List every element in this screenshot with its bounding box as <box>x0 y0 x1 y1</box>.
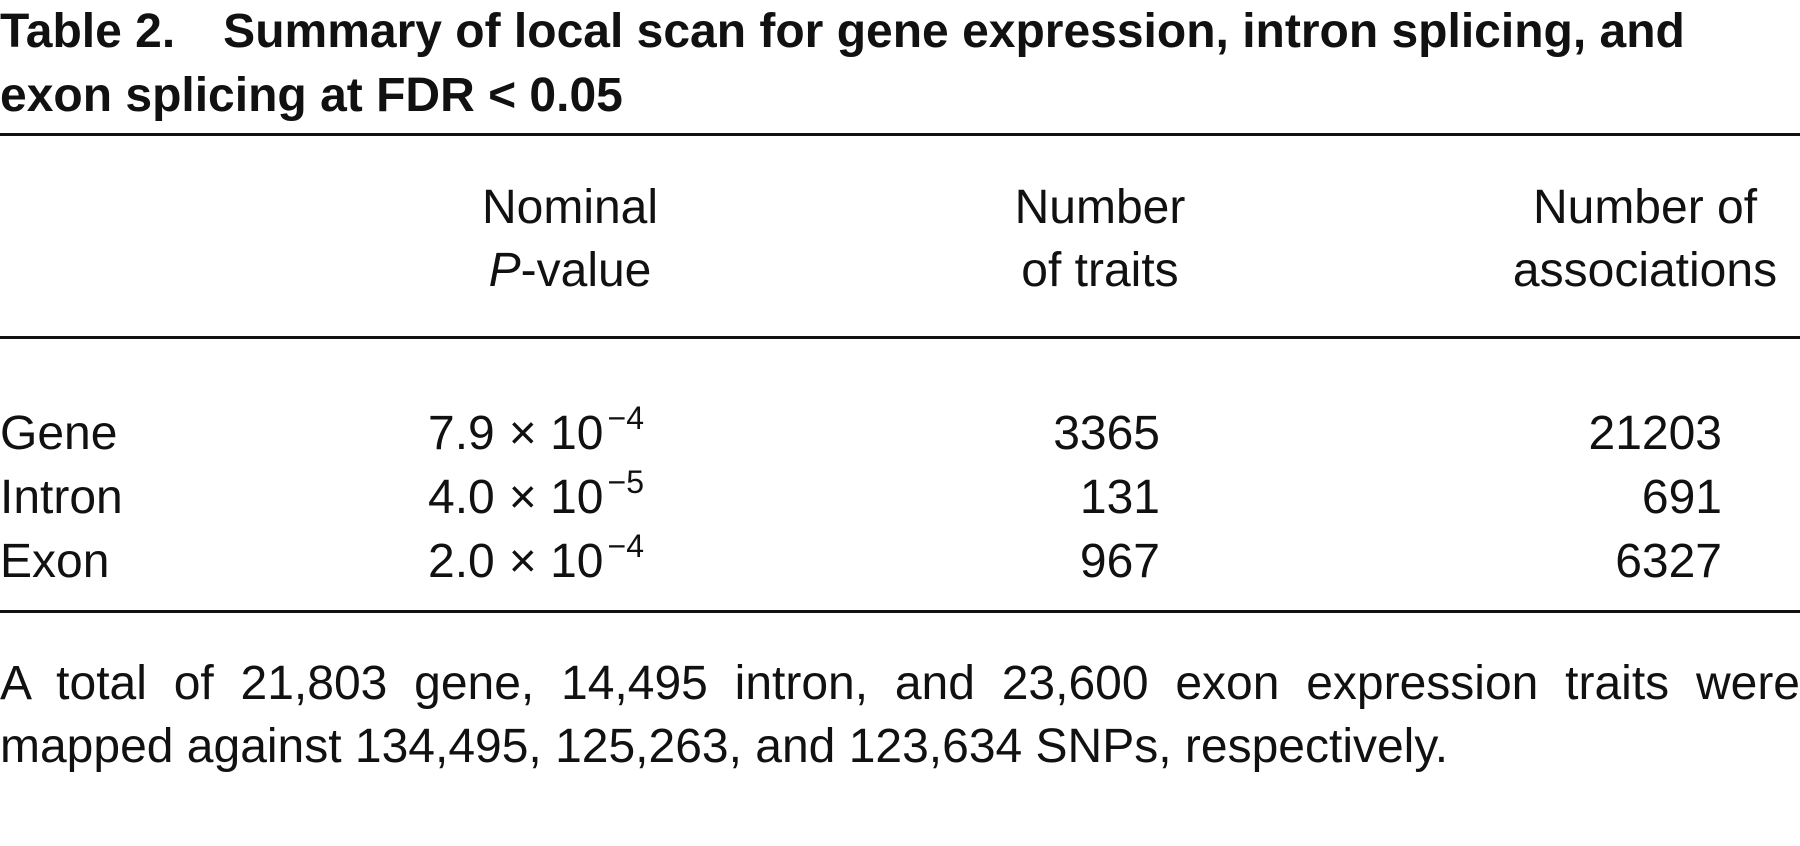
associations: 21203 <box>1588 407 1722 460</box>
mantissa: 2.0 <box>428 535 495 588</box>
associations: 691 <box>1641 471 1722 524</box>
header-cell: Number of associations <box>1490 176 1800 302</box>
p-value: 7.9 × 10 −4 <box>428 400 644 470</box>
caption-label: Table 2. <box>0 5 176 58</box>
row-label: Gene <box>0 407 118 460</box>
header-line: associations <box>1512 244 1778 297</box>
p-value: 4.0 × 10 −5 <box>428 464 644 534</box>
mantissa: 7.9 <box>428 407 495 460</box>
header-line: Nominal <box>481 181 659 234</box>
p-value: 2.0 × 10 −4 <box>428 528 644 598</box>
traits: 3365 <box>1053 407 1160 460</box>
exponent: −5 <box>607 464 644 500</box>
exponent: −4 <box>607 528 644 564</box>
top-rule <box>0 133 1800 136</box>
row-label: Exon <box>0 535 110 588</box>
base: × 10 <box>508 407 604 460</box>
caption-title: Summary of local scan for gene expressio… <box>0 5 1685 122</box>
traits: 967 <box>1079 535 1160 588</box>
header-line: Number <box>1014 181 1186 234</box>
associations: 6327 <box>1615 535 1722 588</box>
base: × 10 <box>508 535 604 588</box>
bottom-rule <box>0 610 1800 613</box>
footnote: A total of 21,803 gene, 14,495 intron, a… <box>0 657 1800 773</box>
header-italic: P <box>488 244 521 297</box>
base: × 10 <box>508 471 604 524</box>
header-line: of traits <box>1021 244 1179 297</box>
traits: 131 <box>1079 471 1160 524</box>
header-rule <box>0 336 1800 339</box>
header-cell: Nominal P-value <box>420 176 720 302</box>
header-line: P-value <box>420 239 720 302</box>
row-label: Intron <box>0 471 123 524</box>
header-cell: Number of traits <box>950 176 1250 302</box>
table-caption: Table 2. Summary of local scan for gene e… <box>0 0 1700 128</box>
mantissa: 4.0 <box>428 471 495 524</box>
header-line: Number of <box>1532 181 1758 234</box>
exponent: −4 <box>607 400 644 436</box>
header-text: -value <box>520 244 652 297</box>
